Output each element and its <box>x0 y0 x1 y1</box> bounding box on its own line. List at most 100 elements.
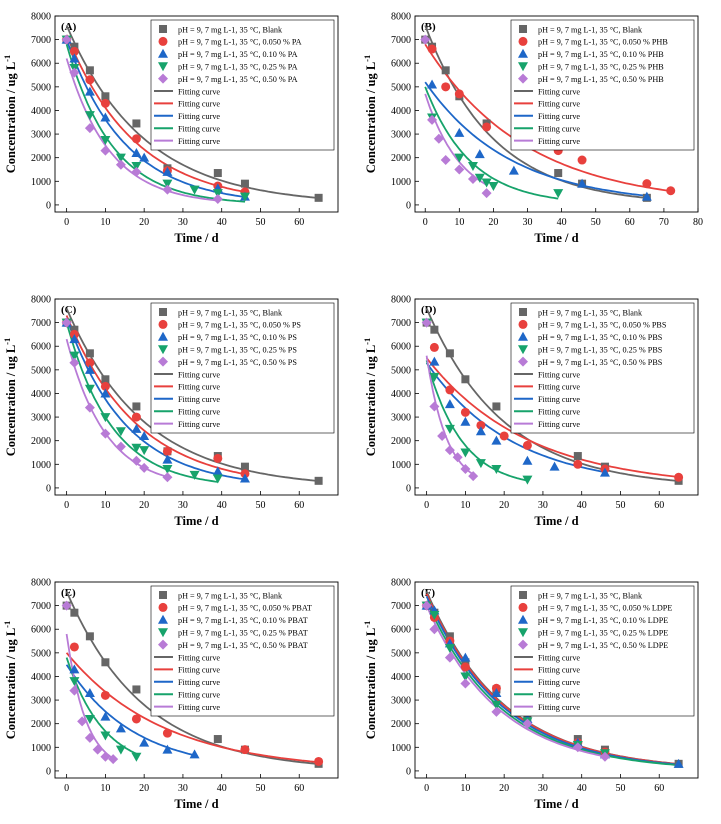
data-point <box>421 317 432 328</box>
data-point <box>239 473 250 483</box>
y-tick-label: 8000 <box>31 578 51 589</box>
legend-marker <box>518 62 528 72</box>
legend-entry: pH = 9, 7 mg L-1, 35 °C, 0.10 % PBS <box>538 333 663 342</box>
panel-label: (E) <box>61 587 76 599</box>
data-point <box>444 652 455 663</box>
x-tick-label: 30 <box>523 217 533 228</box>
data-point <box>427 79 438 89</box>
data-point <box>454 164 465 175</box>
legend-entry: Fitting curve <box>538 420 580 429</box>
data-point <box>573 459 583 469</box>
y-axis-label-superscript: -1 <box>362 338 372 345</box>
data-point <box>240 745 250 755</box>
legend-box <box>510 585 695 717</box>
y-axis-label-superscript: -1 <box>362 621 372 628</box>
data-point <box>522 440 532 450</box>
y-axis-label: Concentration / ug L-1 <box>2 55 18 174</box>
fit-curve <box>65 58 218 202</box>
data-point <box>314 476 323 485</box>
y-tick-label: 4000 <box>31 672 51 683</box>
fit-curve <box>424 43 671 192</box>
y-tick-label: 1000 <box>31 743 51 754</box>
data-point <box>101 658 110 667</box>
data-point <box>84 111 95 121</box>
data-point <box>162 454 173 464</box>
x-tick-label: 20 <box>488 217 498 228</box>
legend-entry: Fitting curve <box>178 395 220 404</box>
y-tick-label: 0 <box>406 766 411 777</box>
y-tick-label: 8000 <box>31 12 51 23</box>
data-point <box>131 443 142 453</box>
y-tick-label: 4000 <box>391 106 411 117</box>
data-point <box>429 372 440 382</box>
x-tick-label: 30 <box>538 500 548 511</box>
panel-e: 0 1000 2000 3000 4000 5000 6000 7000 8000 0 10 20 30… <box>2 578 339 811</box>
data-point <box>100 690 110 700</box>
x-tick-label: 30 <box>178 783 188 794</box>
y-tick-label: 8000 <box>391 295 411 306</box>
data-point <box>61 600 72 611</box>
data-point <box>454 153 465 163</box>
legend-marker <box>519 25 527 33</box>
x-tick-label: 60 <box>294 500 304 511</box>
data-point <box>445 385 455 395</box>
x-tick-label: 20 <box>139 217 149 228</box>
legend-marker <box>518 602 528 612</box>
data-point <box>240 179 249 188</box>
data-point <box>84 384 95 394</box>
legend-entry: pH = 9, 7 mg L-1, 35 °C, Blank <box>178 308 283 317</box>
data-point <box>460 652 471 662</box>
y-tick-label: 6000 <box>391 342 411 353</box>
data-point <box>429 401 440 412</box>
data-point <box>577 155 587 165</box>
legend-entry: Fitting curve <box>538 703 580 712</box>
x-tick-label: 50 <box>615 783 625 794</box>
data-point <box>461 375 470 384</box>
data-point <box>444 445 455 456</box>
data-point <box>162 744 173 754</box>
legend-entry: pH = 9, 7 mg L-1, 35 °C, 0.050 % LDPE <box>538 604 672 613</box>
data-point <box>213 735 222 744</box>
data-point <box>491 700 502 710</box>
data-point <box>100 388 111 398</box>
x-tick-label: 40 <box>217 500 227 511</box>
legend-entry: pH = 9, 7 mg L-1, 35 °C, Blank <box>178 25 283 34</box>
fit-curve <box>425 360 528 482</box>
data-point <box>427 114 438 125</box>
data-point <box>69 357 80 368</box>
data-point <box>115 441 126 452</box>
data-point <box>131 134 141 144</box>
panel-d: 0 1000 2000 3000 4000 5000 6000 7000 8000 0 10 20 30… <box>362 295 699 528</box>
y-tick-label: 6000 <box>391 59 411 70</box>
data-point <box>61 317 72 328</box>
y-tick-label: 0 <box>46 766 51 777</box>
x-tick-label: 10 <box>100 217 110 228</box>
legend-entry: pH = 9, 7 mg L-1, 35 °C, 0.50 % PHB <box>538 75 664 84</box>
legend-entry: Fitting curve <box>538 678 580 687</box>
data-point <box>554 169 563 178</box>
legend-marker <box>518 345 528 355</box>
y-tick-label: 4000 <box>31 389 51 400</box>
data-point <box>189 749 200 759</box>
data-point <box>162 179 173 189</box>
y-tick-label: 3000 <box>391 696 411 707</box>
x-tick-label: 0 <box>64 217 69 228</box>
fit-curve <box>65 591 319 765</box>
data-point <box>491 706 502 717</box>
data-point <box>115 427 126 437</box>
data-point <box>84 364 95 374</box>
data-point <box>481 188 492 199</box>
data-point <box>454 127 465 137</box>
data-point <box>491 687 502 697</box>
data-point <box>467 161 478 171</box>
data-point <box>421 600 432 611</box>
y-tick-label: 4000 <box>391 672 411 683</box>
y-tick-label: 1000 <box>31 460 51 471</box>
legend-entry: pH = 9, 7 mg L-1, 35 °C, 0.25 % LDPE <box>538 629 668 638</box>
data-point <box>85 66 94 75</box>
y-tick-label: 6000 <box>31 342 51 353</box>
data-point <box>499 431 509 441</box>
y-tick-label: 6000 <box>31 59 51 70</box>
y-tick-label: 5000 <box>391 82 411 93</box>
x-tick-label: 10 <box>460 783 470 794</box>
